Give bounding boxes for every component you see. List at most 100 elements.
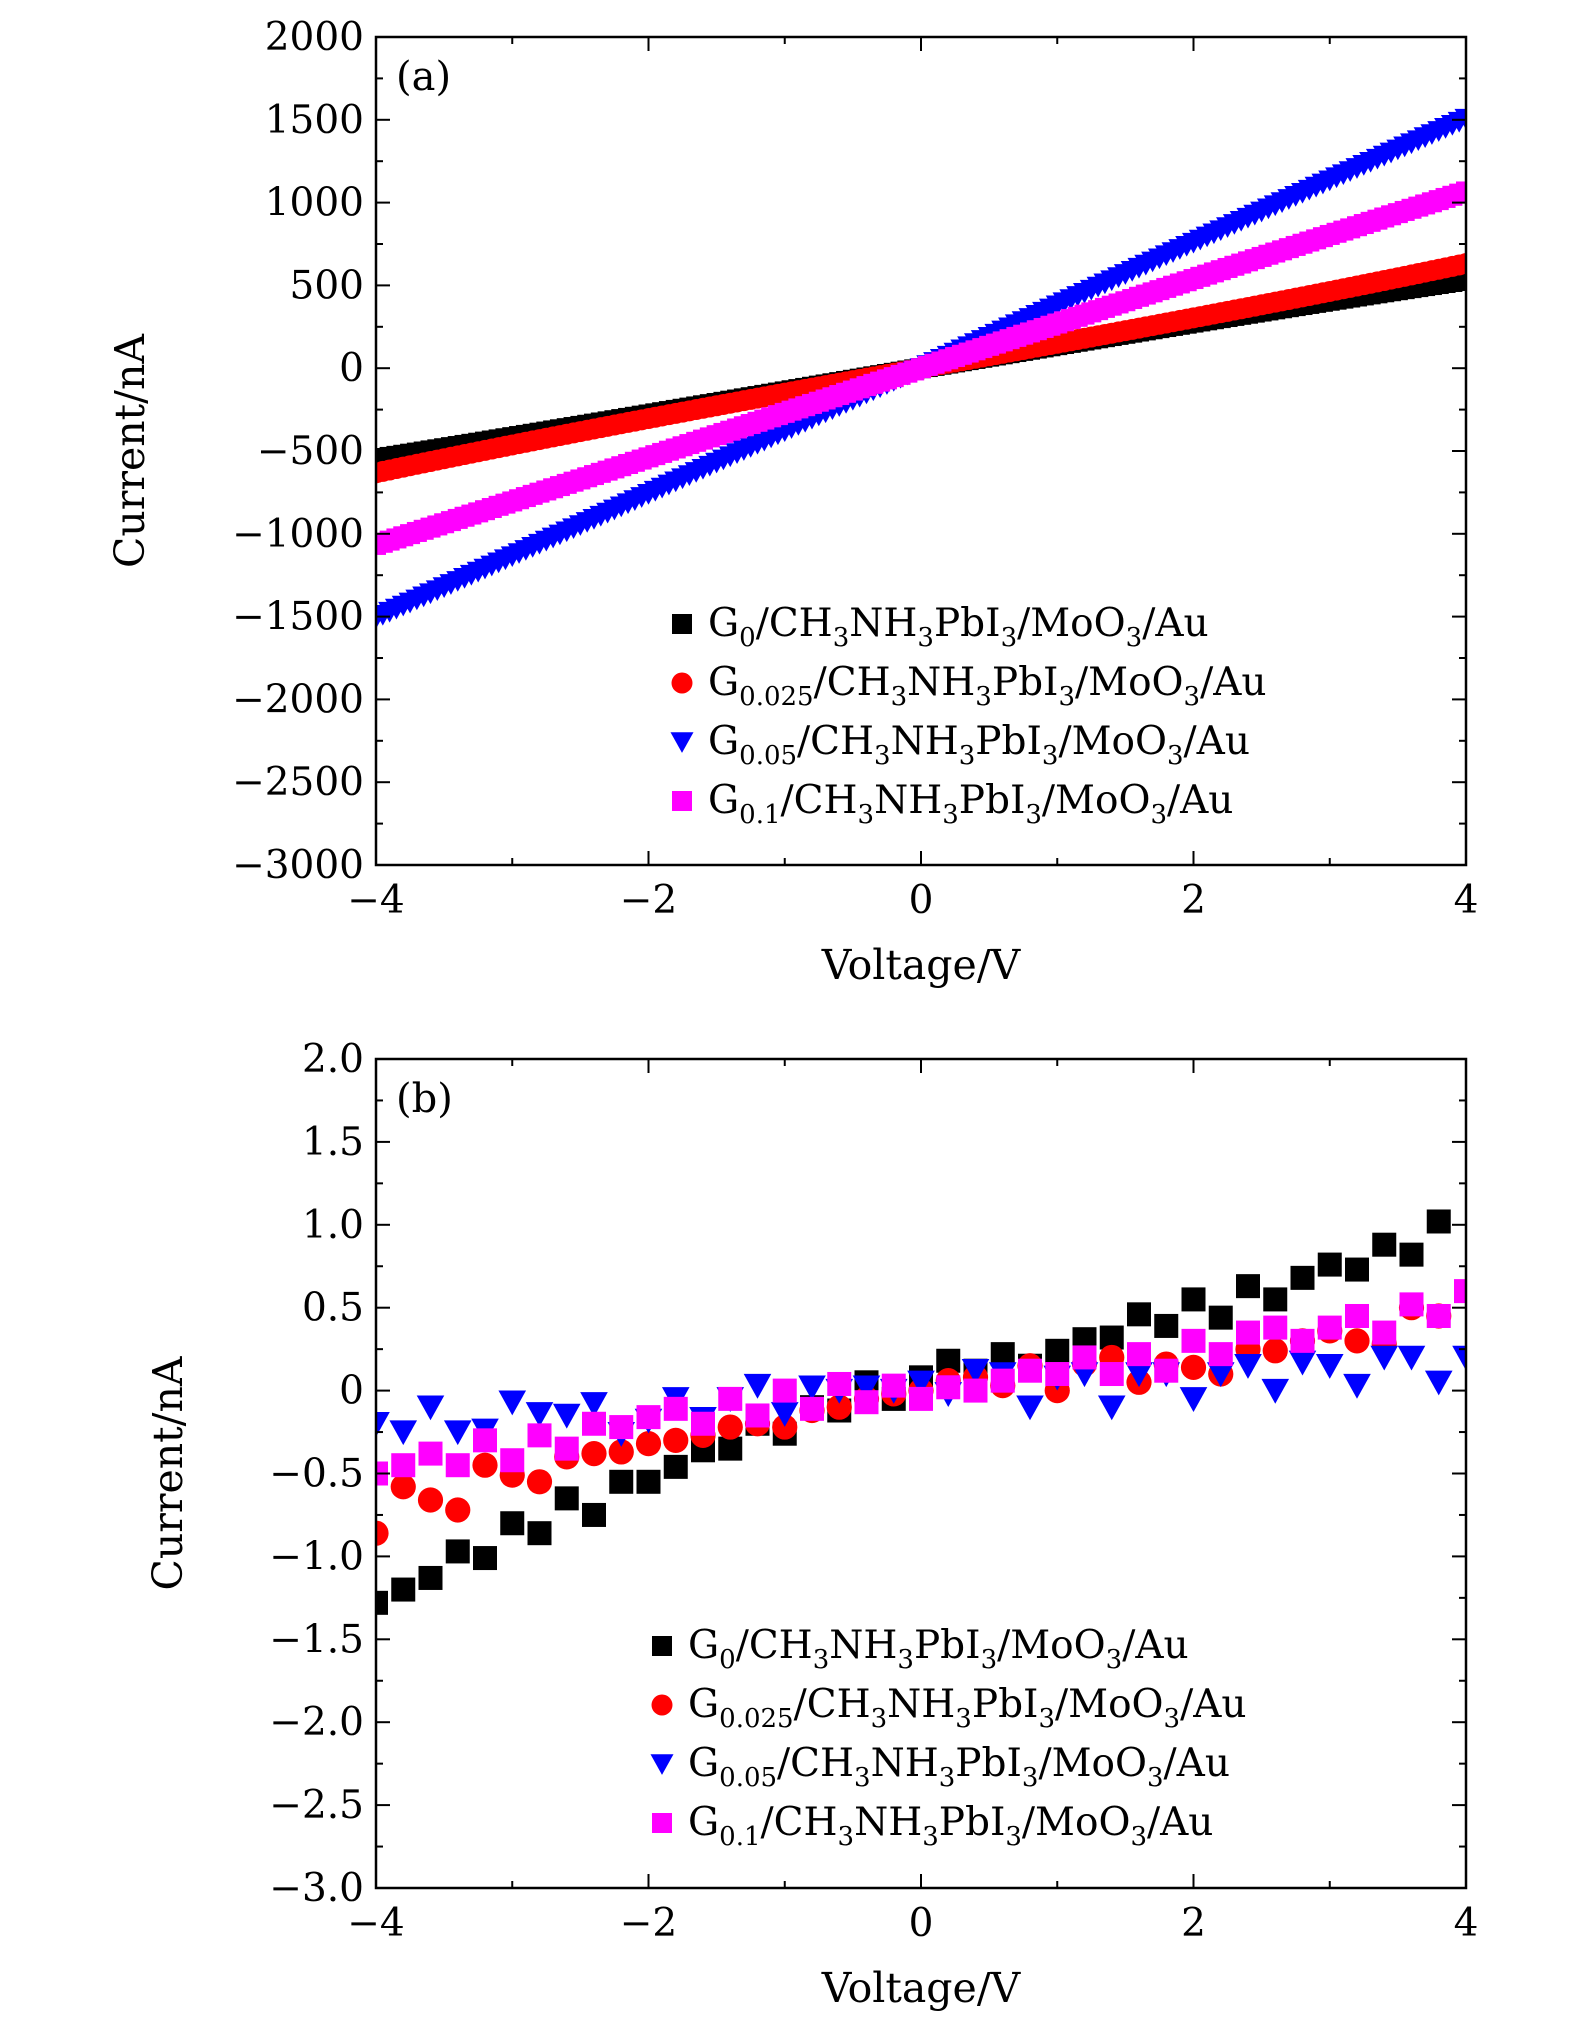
data-point <box>582 1502 606 1527</box>
data-point <box>1399 1292 1424 1317</box>
y-tick-label: −1000 <box>232 512 364 557</box>
data-point <box>582 1411 606 1436</box>
data-point <box>1317 1252 1342 1277</box>
data-point <box>526 1469 553 1495</box>
data-point <box>1045 1362 1070 1387</box>
data-point <box>1317 1315 1342 1340</box>
data-point <box>1236 1320 1260 1345</box>
data-point <box>770 1402 799 1427</box>
legend: G0/CH3NH3PbI3/MoO3/Au G0.025/CH3NH3PbI3/M… <box>670 601 1267 830</box>
data-point <box>1234 1354 1262 1379</box>
data-point <box>636 1469 661 1494</box>
series-3 <box>376 1279 1466 1486</box>
data-point <box>663 1396 688 1421</box>
data-point <box>1045 1338 1070 1363</box>
data-point <box>635 1431 662 1457</box>
x-tick-label: 2 <box>1181 878 1206 923</box>
panel-a: −4 −2 0 2 4 2000 1500 1000 500 0 −500 −1000 −1500 −20… <box>106 15 1478 989</box>
y-tick-label: 1000 <box>265 181 364 226</box>
data-point <box>418 1565 443 1590</box>
data-point <box>718 1386 743 1411</box>
data-point <box>1261 1378 1290 1404</box>
legend-entry: G0.1/CH3NH3PbI3/MoO3/Au <box>708 778 1233 830</box>
x-tick-label: 0 <box>909 1901 934 1946</box>
data-point <box>391 1577 416 1602</box>
data-point <box>1372 1232 1397 1257</box>
data-point <box>1424 1370 1453 1396</box>
data-point <box>580 1392 608 1417</box>
legend-entry: G0/CH3NH3PbI3/MoO3/Au <box>708 601 1209 653</box>
x-tick-label: 4 <box>1454 878 1479 923</box>
plot-area <box>376 1209 1466 1615</box>
y-tick-label: −0.5 <box>269 1452 364 1497</box>
data-point <box>1208 1342 1233 1367</box>
data-point <box>1206 1362 1235 1388</box>
data-point <box>1454 1279 1466 1304</box>
data-point <box>525 1402 554 1427</box>
data-point <box>663 1427 689 1453</box>
data-point <box>826 1394 852 1420</box>
y-tick-label: 1500 <box>265 98 364 143</box>
data-point <box>1018 1358 1042 1383</box>
y-tick-label: 1.5 <box>302 1120 364 1165</box>
legend-entry: G0.05/CH3NH3PbI3/MoO3/Au <box>708 719 1250 771</box>
data-point <box>473 1428 497 1453</box>
data-point <box>608 1439 634 1465</box>
legend-entry: G0.1/CH3NH3PbI3/MoO3/Au <box>688 1800 1213 1852</box>
data-point <box>1127 1302 1151 1327</box>
data-point <box>1288 1350 1317 1376</box>
legend-marker <box>651 1694 673 1716</box>
series-3 <box>376 181 1466 555</box>
y-tick-label: 1.0 <box>302 1203 364 1248</box>
data-point <box>376 1412 390 1437</box>
x-tick-label: 2 <box>1181 1901 1206 1946</box>
legend-marker <box>652 1813 672 1833</box>
data-point <box>717 1414 743 1440</box>
data-point <box>1179 1387 1208 1412</box>
x-tick-label: −4 <box>347 1901 405 1946</box>
y-tick-label: −3.0 <box>269 1866 364 1911</box>
data-point <box>445 1453 470 1478</box>
data-point <box>376 1590 388 1615</box>
data-point <box>718 1436 743 1461</box>
data-point <box>418 1441 443 1466</box>
data-point <box>1452 1345 1466 1371</box>
x-tick-label: −2 <box>620 1901 678 1946</box>
data-point <box>1236 1274 1260 1299</box>
legend-entry: G0.05/CH3NH3PbI3/MoO3/Au <box>688 1741 1230 1793</box>
data-point <box>1456 269 1466 290</box>
data-point <box>990 1342 1015 1367</box>
y-tick-label: −3000 <box>232 843 364 888</box>
data-point <box>1290 1265 1315 1290</box>
data-point <box>1345 1303 1369 1328</box>
data-point <box>636 1405 661 1430</box>
x-tick-label: 4 <box>1454 1901 1479 1946</box>
data-point <box>1263 1287 1288 1312</box>
legend-entry: G0/CH3NH3PbI3/MoO3/Au <box>688 1623 1189 1675</box>
data-point <box>1343 1373 1371 1399</box>
data-point <box>772 1378 797 1403</box>
data-point <box>527 1521 552 1546</box>
legend-entry: G0.025/CH3NH3PbI3/MoO3/Au <box>688 1682 1247 1734</box>
y-tick-label: −2000 <box>232 677 364 722</box>
data-point <box>1372 1320 1397 1345</box>
data-point <box>1456 181 1466 202</box>
x-tick-label: −2 <box>620 878 678 923</box>
data-point <box>473 1546 497 1571</box>
data-point <box>663 1454 688 1479</box>
panel-b: −4 −2 0 2 4 2.0 1.5 1.0 0.5 0 −0.5 −1.0 −1.5 −2.0 −2.5… <box>144 1037 1479 2012</box>
data-point <box>391 1453 416 1478</box>
data-point <box>772 1414 798 1440</box>
panel-label: (a) <box>396 54 451 100</box>
data-point <box>1397 1345 1426 1371</box>
data-point <box>1455 253 1466 275</box>
data-point <box>417 1487 444 1513</box>
legend-entry: G0.025/CH3NH3PbI3/MoO3/Au <box>708 660 1267 712</box>
x-tick-label: −4 <box>347 878 405 923</box>
legend-marker <box>671 672 693 694</box>
y-tick-label: −1.5 <box>269 1617 364 1662</box>
data-point <box>854 1390 879 1415</box>
data-point <box>609 1469 634 1494</box>
y-tick-label: 2000 <box>265 15 364 60</box>
data-point <box>527 1423 552 1448</box>
